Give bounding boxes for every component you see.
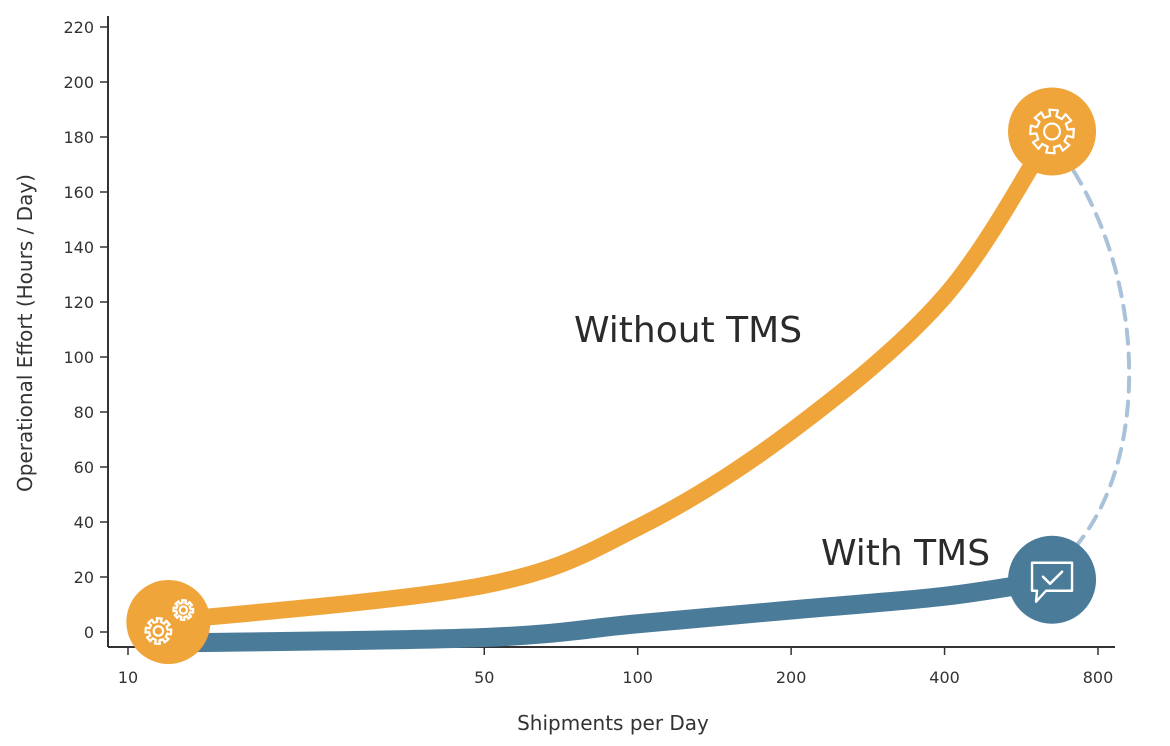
y-tick-label: 160 (63, 183, 94, 202)
gears-icon (144, 616, 173, 646)
series-label-with-tms: With TMS (821, 533, 990, 574)
y-tick-label: 180 (63, 128, 94, 147)
chat-check-icon (1030, 561, 1074, 603)
y-tick-label: 0 (84, 623, 94, 642)
x-tick-label: 800 (1083, 668, 1114, 687)
y-tick-label: 60 (74, 458, 94, 477)
y-tick-label: 140 (63, 238, 94, 257)
tick-group: 0 20 40 60 80 100 120 140 160 180 200 220 10 50 100 200… (63, 18, 1113, 687)
series-group (158, 123, 1062, 653)
y-tick-label: 120 (63, 293, 94, 312)
series-label-without-tms: Without TMS (574, 310, 802, 351)
y-axis-title: Operational Effort (Hours / Day) (13, 174, 37, 492)
series-line-with-tms (158, 570, 1062, 653)
without-tms-end-marker (1008, 87, 1097, 176)
dashed-connector (1072, 169, 1132, 547)
gear-icon (1029, 108, 1075, 155)
y-tick-label: 80 (74, 403, 94, 422)
series-line-without-tms (159, 123, 1061, 630)
y-tick-label: 20 (74, 568, 94, 587)
x-axis-title: Shipments per Day (517, 711, 709, 735)
x-tick-label: 10 (118, 668, 138, 687)
gears-icon (172, 598, 195, 622)
x-tick-label: 200 (776, 668, 807, 687)
x-tick-label: 100 (622, 668, 653, 687)
y-tick-label: 100 (63, 348, 94, 367)
with-tms-end-marker (1008, 535, 1097, 624)
y-tick-label: 220 (63, 18, 94, 37)
y-tick-label: 40 (74, 513, 94, 532)
y-tick-label: 200 (63, 73, 94, 92)
x-tick-label: 50 (474, 668, 494, 687)
x-tick-label: 400 (929, 668, 960, 687)
marker-group (126, 87, 1097, 664)
